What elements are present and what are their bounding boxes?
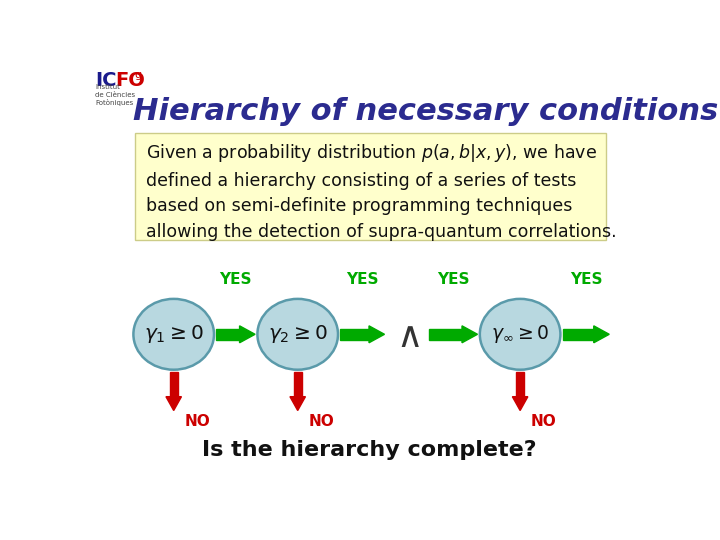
FancyBboxPatch shape [135, 132, 606, 240]
Ellipse shape [133, 299, 214, 370]
Bar [341, 329, 369, 340]
Bar [294, 372, 302, 397]
Polygon shape [513, 397, 528, 410]
Polygon shape [166, 397, 181, 410]
Bar [563, 329, 594, 340]
Text: $\gamma_1 \geq 0$: $\gamma_1 \geq 0$ [144, 323, 204, 345]
Text: Hierarchy of necessary conditions: Hierarchy of necessary conditions [132, 97, 718, 125]
Text: YES: YES [437, 272, 469, 287]
Ellipse shape [258, 299, 338, 370]
Text: Given a probability distribution $p(a,b|x,y)$, we have
defined a hierarchy consi: Given a probability distribution $p(a,b|… [145, 142, 616, 241]
Polygon shape [594, 326, 609, 343]
Polygon shape [369, 326, 384, 343]
Text: Is the hierarchy complete?: Is the hierarchy complete? [202, 440, 536, 460]
Text: $\wedge$: $\wedge$ [396, 320, 420, 354]
Text: NO: NO [184, 414, 210, 429]
Bar [216, 329, 240, 340]
Text: $\gamma_\infty \geq 0$: $\gamma_\infty \geq 0$ [491, 323, 549, 345]
Text: Institut
de Ciències
Fotòniques: Institut de Ciències Fotòniques [96, 84, 135, 106]
Text: IC: IC [96, 71, 117, 90]
Bar [170, 372, 178, 397]
Polygon shape [462, 326, 477, 343]
Text: $\gamma_2 \geq 0$: $\gamma_2 \geq 0$ [268, 323, 328, 345]
Polygon shape [240, 326, 255, 343]
Text: g: g [134, 70, 141, 80]
Text: NO: NO [531, 414, 557, 429]
Text: FO: FO [116, 71, 145, 90]
Bar [428, 329, 462, 340]
Bar [516, 372, 524, 397]
Text: YES: YES [570, 272, 602, 287]
Polygon shape [290, 397, 305, 410]
Text: YES: YES [220, 272, 252, 287]
Text: YES: YES [346, 272, 379, 287]
Text: NO: NO [309, 414, 334, 429]
Ellipse shape [480, 299, 560, 370]
